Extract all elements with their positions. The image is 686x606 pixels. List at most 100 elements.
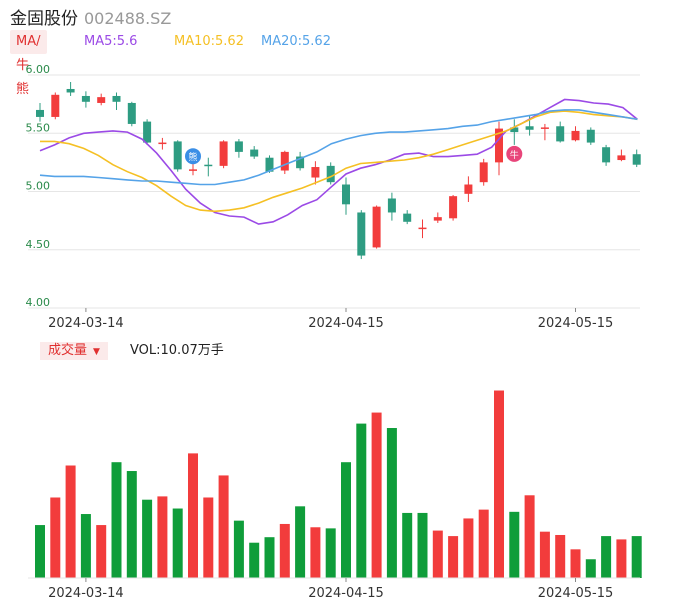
candle-body [234, 141, 243, 152]
volume-bar [539, 531, 550, 578]
volume-bar [417, 512, 428, 578]
candle-body [51, 94, 60, 117]
volume-bar [96, 525, 107, 578]
stock-title: 金固股份 002488.SZ [10, 4, 171, 29]
volume-value: VOL:10.07万手 [130, 343, 224, 358]
volume-indicator-tab[interactable]: 成交量 ▼ [40, 342, 108, 360]
x-tick-label: 2024-04-15 [308, 586, 384, 601]
candle-body [449, 196, 458, 219]
bear-marker-label: 熊 [188, 151, 197, 163]
volume-bar [356, 423, 367, 578]
volume-bar [218, 475, 229, 578]
candle-body [418, 227, 427, 230]
candle-body [81, 95, 90, 102]
volume-bar [509, 511, 520, 578]
candle-body [571, 130, 580, 141]
candle-body [617, 155, 626, 161]
x-tick-label: 2024-05-15 [538, 586, 614, 601]
volume-bar [233, 520, 244, 578]
volume-bar [432, 530, 443, 578]
volume-bar [310, 527, 321, 578]
candle-body [525, 126, 534, 130]
candle-body [143, 121, 152, 143]
volume-bar [570, 549, 581, 578]
volume-bar [448, 536, 459, 578]
bear-marker-icon [185, 148, 201, 165]
volume-bar [325, 528, 336, 578]
candle-body [36, 109, 44, 117]
volume-bar [601, 536, 612, 578]
candle-body [311, 167, 320, 178]
volume-bar [478, 509, 489, 578]
x-tick-label: 2024-03-14 [48, 586, 124, 601]
volume-bar [249, 542, 260, 578]
candle-body [556, 126, 565, 142]
candle-body [495, 128, 503, 163]
candle-body [433, 217, 442, 221]
candle-body [632, 154, 641, 165]
volume-bar [80, 514, 91, 578]
candle-body [97, 97, 106, 103]
volume-bar [386, 428, 397, 578]
candle-body [173, 141, 182, 170]
candle-body [403, 213, 412, 222]
bull-marker-icon [506, 145, 523, 162]
candle-body [250, 149, 259, 157]
ma10-legend: MA10:5.62 [174, 34, 244, 49]
candle-body [189, 169, 197, 171]
volume-bar [157, 496, 168, 578]
x-tick-label: 2024-05-15 [538, 316, 614, 331]
volume-bar [463, 518, 474, 578]
candle-body [265, 157, 274, 172]
ma20-line [39, 109, 638, 186]
y-tick-label: 4.50 [26, 238, 51, 251]
candle-body [204, 164, 213, 167]
volume-tab-label: 成交量 [48, 343, 88, 358]
volume-bar [585, 559, 596, 578]
x-tick-label: 2024-03-14 [48, 316, 124, 331]
volume-bar [371, 412, 382, 578]
volume-bar [50, 497, 61, 578]
ma5-legend: MA5:5.6 [84, 34, 138, 49]
x-tick-label: 2024-04-15 [308, 316, 384, 331]
volume-bar [295, 506, 306, 578]
volume-bar [524, 495, 535, 578]
ma20-legend: MA20:5.62 [261, 34, 331, 49]
candle-body [219, 141, 228, 166]
candle-body [127, 102, 136, 124]
candle-body [372, 206, 381, 248]
volume-bar [142, 499, 153, 578]
stock-code: 002488.SZ [84, 9, 172, 28]
y-tick-label: 4.00 [26, 296, 51, 309]
volume-bar [616, 539, 627, 578]
candle-body [112, 95, 121, 102]
candle-body [586, 129, 595, 143]
candle-body [357, 212, 366, 256]
volume-bar [494, 390, 504, 578]
candle-body [464, 184, 473, 194]
candle-body [602, 147, 611, 163]
volume-bar [111, 462, 122, 578]
volume-bar [188, 453, 198, 578]
volume-bar [341, 462, 351, 578]
volume-bar [402, 512, 413, 578]
volume-bar [264, 537, 275, 578]
candle-body [342, 184, 350, 205]
ma-indicator-tab[interactable]: MA/牛熊 [10, 30, 47, 97]
volume-bar [35, 525, 45, 578]
candle-body [510, 127, 519, 133]
volume-bar [65, 465, 76, 578]
y-tick-label: 5.50 [26, 121, 51, 134]
candle-body [296, 156, 305, 169]
bull-marker-label: 牛 [510, 149, 519, 161]
candle-body [540, 127, 549, 129]
candle-body [158, 142, 167, 145]
candle-body [479, 162, 488, 183]
y-tick-label: 6.00 [26, 63, 51, 76]
candle-body [387, 198, 396, 213]
candle-body [326, 165, 335, 183]
triangle-down-icon[interactable]: ▼ [93, 347, 100, 357]
volume-bar [555, 534, 566, 578]
stock-name: 金固股份 [10, 9, 78, 29]
